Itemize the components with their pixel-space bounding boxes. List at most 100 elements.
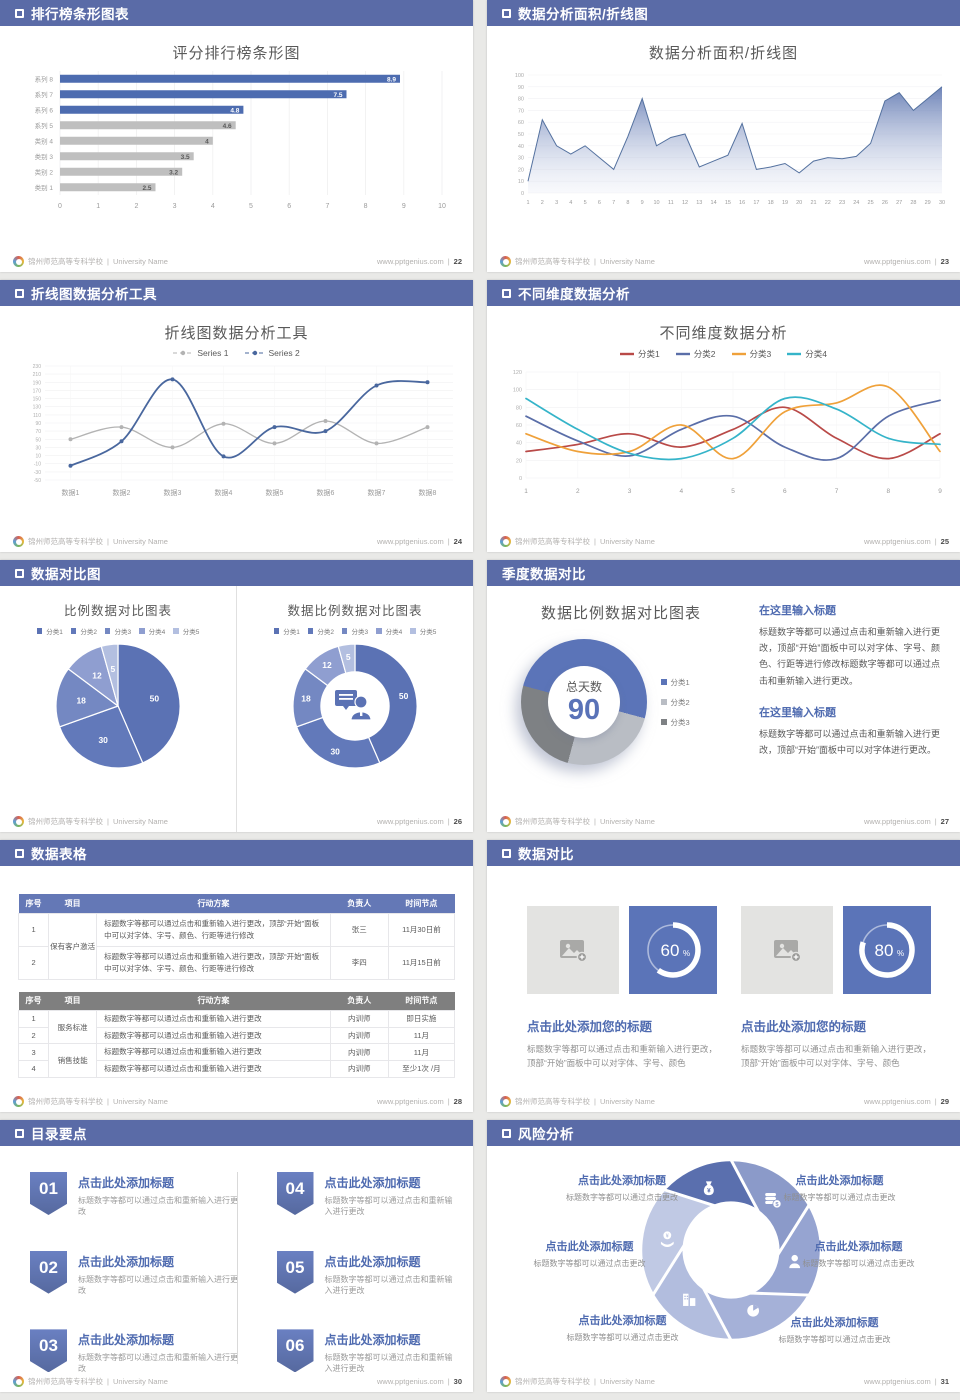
catalog-item-title: 点击此处添加标题	[324, 1254, 421, 1269]
svg-text:15: 15	[724, 200, 730, 206]
svg-text:150: 150	[32, 397, 41, 403]
table-cell: 保有客户激活	[48, 912, 98, 980]
svg-text:6: 6	[287, 203, 291, 210]
slide-header-title: 目录要点	[31, 1127, 87, 1142]
legend-item: 分类2	[661, 697, 690, 708]
svg-text:9: 9	[640, 200, 643, 206]
catalog-item-title: 点击此处添加标题	[78, 1333, 175, 1348]
pinwheel-diagram: ¥ $ ¥	[639, 1158, 823, 1342]
table-cell: 2	[17, 945, 50, 980]
pie-chart: 50 30 18 12 5	[0, 642, 236, 770]
svg-text:17: 17	[753, 200, 759, 206]
table-cell: 即日实施	[387, 1010, 456, 1028]
slide-header: 目录要点	[0, 1120, 473, 1146]
svg-text:8: 8	[626, 200, 629, 206]
legend-item: 分类3	[341, 626, 368, 636]
svg-text:数据3: 数据3	[163, 488, 181, 497]
data-table: 序号 项目 行动方案 负责人 时间节点 1 保有客户激活 标题数字等都可以通过点击和重新输入进…	[17, 894, 456, 980]
text-block-title: 在这里输入标题	[759, 706, 836, 719]
svg-text:-50: -50	[33, 478, 40, 484]
svg-text:30: 30	[35, 445, 41, 451]
svg-text:-30: -30	[33, 470, 40, 476]
table-cell: 李四	[329, 945, 389, 980]
chart-legend: Series 1 Series 2	[0, 348, 473, 358]
risk-label: 点击此处添加标题 标题数字等都可以通过点击更改	[492, 1238, 687, 1269]
svg-text:10: 10	[653, 200, 659, 206]
svg-text:类别 1: 类别 1	[34, 183, 53, 192]
svg-text:18: 18	[767, 200, 773, 206]
person-icon	[789, 1254, 801, 1269]
svg-text:7: 7	[325, 203, 329, 210]
risk-label: 点击此处添加标题 标题数字等都可以通过点击更改	[737, 1314, 932, 1345]
pie-chart-icon	[747, 1304, 760, 1317]
svg-text:50: 50	[517, 132, 523, 138]
slide-30: 目录要点 01 点击此处添加标题 标题数字等都可以通过点击和重新输入进行更改 04…	[0, 1120, 473, 1392]
square-bullet-icon	[15, 288, 24, 298]
svg-text:系列 8: 系列 8	[34, 74, 53, 83]
comparison-card: 80% 点击此处添加您的标题 标题数字等都可以通过点击和重新输入进行更改，顶部“…	[741, 906, 931, 1071]
table-header-cell: 时间节点	[388, 991, 455, 1011]
svg-text:2: 2	[540, 200, 543, 206]
table-cell: 至少1次 /月	[387, 1059, 456, 1078]
svg-text:70: 70	[35, 429, 41, 435]
svg-text:27: 27	[896, 200, 902, 206]
svg-text:110: 110	[33, 413, 41, 419]
legend-item: Series 1	[173, 348, 229, 358]
slide-header-title: 不同维度数据分析	[518, 287, 630, 302]
svg-text:7.5: 7.5	[333, 92, 342, 99]
table-cell: 11月30日前	[387, 912, 456, 947]
svg-text:4: 4	[569, 200, 572, 206]
svg-text:2: 2	[575, 488, 579, 495]
slide-footer: 锦州师范高等专科学校 | University Name www.pptgeni…	[500, 256, 949, 267]
svg-text:0: 0	[520, 191, 523, 197]
svg-text:8: 8	[886, 488, 890, 495]
svg-text:0: 0	[518, 476, 521, 482]
risk-label-body: 标题数字等都可以通过点击更改	[778, 1335, 891, 1344]
svg-text:40: 40	[515, 441, 521, 447]
table-cell: 2	[17, 1026, 50, 1045]
risk-label-body: 标题数字等都可以通过点击更改	[566, 1193, 678, 1202]
svg-text:¥: ¥	[707, 1187, 711, 1194]
svg-text:120: 120	[512, 370, 521, 376]
slide-header-title: 数据分析面积/折线图	[518, 7, 649, 22]
donut-chart: 总天数 90	[521, 639, 647, 765]
page-number: 26	[453, 817, 462, 826]
legend-item: 分类1	[36, 626, 63, 636]
table-header-cell: 项目	[48, 894, 97, 913]
chart-title: 数据比例数据对比图表	[287, 604, 423, 618]
slide-27: 季度数据对比 数据比例数据对比图表 总天数 90 分类1 分类2 分类3 在这里	[487, 560, 960, 832]
school-logo-icon	[13, 816, 24, 827]
risk-label: 点击此处添加标题 标题数字等都可以通过点击更改	[761, 1238, 956, 1269]
legend-item: 分类3	[661, 717, 690, 728]
page-number: 30	[453, 1377, 462, 1386]
school-logo-icon	[500, 816, 511, 827]
svg-text:30: 30	[517, 156, 523, 162]
school-logo-icon	[500, 1376, 511, 1387]
svg-text:21: 21	[810, 200, 816, 206]
svg-text:5: 5	[731, 488, 735, 495]
svg-text:19: 19	[781, 200, 787, 206]
table-cell: 内训师	[329, 1010, 389, 1028]
chart-title: 不同维度数据分析	[659, 325, 788, 342]
slide-29: 数据对比 60%	[487, 840, 960, 1112]
slide-footer: 锦州师范高等专科学校 | University Name www.pptgeni…	[13, 816, 462, 827]
catalog-item-title: 点击此处添加标题	[324, 1333, 421, 1348]
risk-label: 点击此处添加标题 标题数字等都可以通过点击更改	[525, 1312, 720, 1343]
svg-text:60: 60	[515, 423, 521, 429]
svg-text:100: 100	[512, 388, 521, 394]
text-block-body: 标题数字等都可以通过点击和重新输入进行更改，顶部“开始”面板中可以对字体进行更改…	[759, 728, 940, 755]
school-logo-icon	[500, 1096, 511, 1107]
svg-text:130: 130	[32, 405, 41, 411]
risk-label-title: 点击此处添加标题	[578, 1175, 666, 1187]
svg-text:16: 16	[739, 200, 745, 206]
svg-text:3.2: 3.2	[169, 169, 178, 176]
svg-text:¥: ¥	[666, 1234, 669, 1240]
svg-text:29: 29	[924, 200, 930, 206]
svg-text:系列 5: 系列 5	[34, 121, 53, 130]
svg-text:数据5: 数据5	[265, 488, 283, 497]
square-bullet-icon	[15, 568, 24, 578]
school-logo-icon	[500, 256, 511, 267]
svg-text:系列 7: 系列 7	[34, 90, 53, 99]
money-bag-icon: ¥	[703, 1181, 714, 1196]
legend-item: 分类3	[104, 626, 131, 636]
